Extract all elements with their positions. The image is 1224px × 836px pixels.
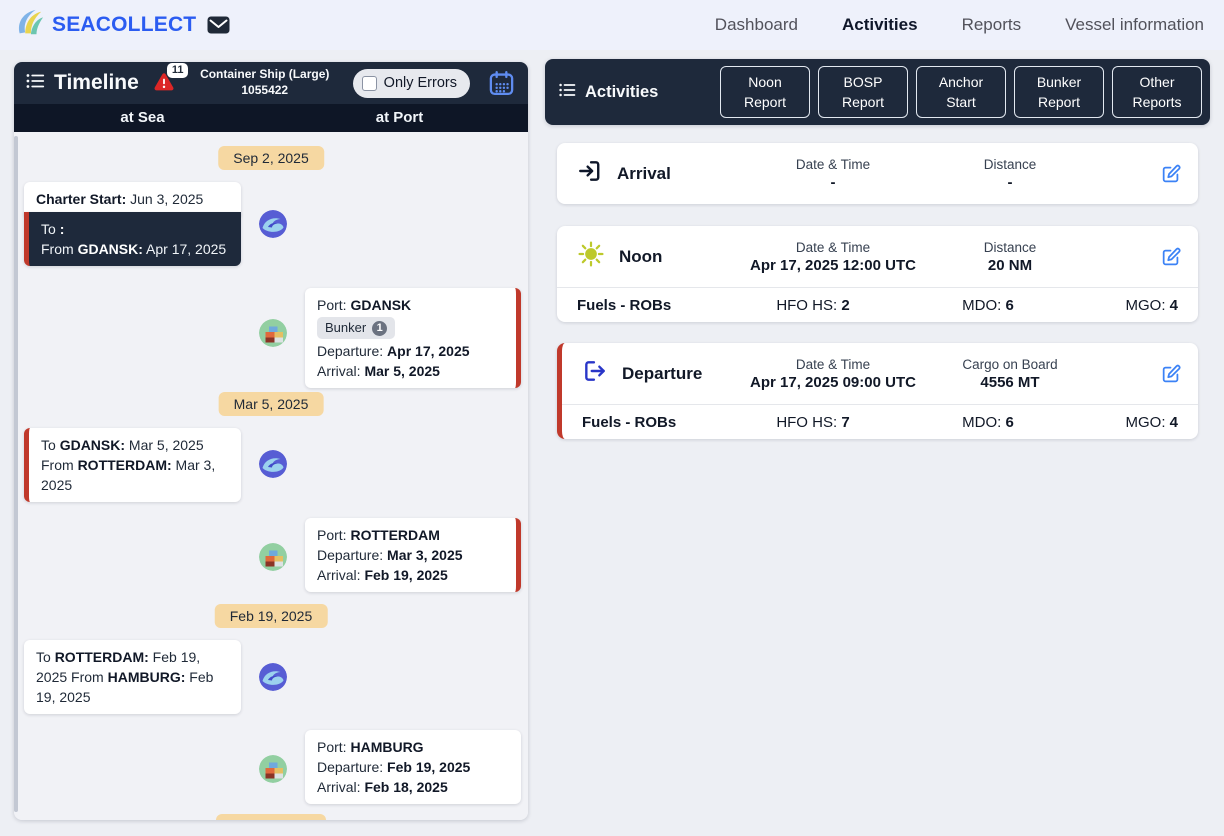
timeline-body[interactable]: Sep 2, 2025 Charter Start: Jun 3, 2025 T… <box>14 132 528 820</box>
departure-logout-icon <box>582 358 608 389</box>
error-count-badge: 11 <box>166 63 189 78</box>
fuel-hfo: HFO HS: 7 <box>776 413 850 431</box>
port-icon <box>259 319 287 347</box>
nav-dashboard[interactable]: Dashboard <box>714 15 798 34</box>
timeline-column-headers: at Sea at Port <box>14 104 528 132</box>
nav-activities[interactable]: Activities <box>841 15 918 34</box>
field-label: Distance <box>983 156 1037 172</box>
vessel-type: Container Ship (Large) <box>200 67 330 82</box>
activities-header: Activities Noon Report BOSP Report Anchor S… <box>545 59 1210 125</box>
sea-wave-icon <box>259 663 287 691</box>
edit-button[interactable] <box>1160 246 1182 268</box>
timeline-title: Timeline <box>54 71 139 94</box>
field-label: Date & Time <box>795 156 871 172</box>
column-at-port: at Port <box>375 109 424 126</box>
only-errors-checkbox[interactable] <box>361 75 377 91</box>
port-call-card[interactable]: Port: GDANSK Bunker 1 Departure: Apr 17,… <box>305 288 521 388</box>
departure-card: Departure Date & Time Apr 17, 2025 09:00… <box>557 343 1198 439</box>
only-errors-toggle[interactable]: Only Errors <box>352 68 470 98</box>
error-indicator[interactable]: 11 <box>153 63 189 95</box>
field-label: Cargo on Board <box>962 356 1058 372</box>
edit-pencil-icon <box>1162 247 1181 265</box>
fuel-mgo: MGO: 4 <box>1125 296 1178 314</box>
fuel-mgo: MGO: 4 <box>1125 413 1178 431</box>
fuels-row: Fuels - ROBs HFO HS: 2 MDO: 6 MGO: 4 <box>557 287 1198 322</box>
edit-button[interactable] <box>1160 163 1182 185</box>
list-icon <box>557 80 577 105</box>
sea-wave-icon <box>259 210 287 238</box>
arrival-card: Arrival Date & Time - Distance - <box>557 143 1198 204</box>
sea-leg-card[interactable]: To GDANSK: Mar 5, 2025 From ROTTERDAM: M… <box>24 428 241 502</box>
field-value: - <box>1007 173 1013 191</box>
edit-pencil-icon <box>1162 164 1181 182</box>
brand-name: SEACOLLECT <box>52 13 197 36</box>
sea-leg-card[interactable]: To : From GDANSK: Apr 17, 2025 <box>24 212 241 266</box>
fuels-label: Fuels - ROBs <box>582 413 677 431</box>
mail-icon[interactable] <box>206 14 231 36</box>
column-at-sea: at Sea <box>120 109 165 126</box>
field-value: Apr 17, 2025 09:00 UTC <box>750 373 916 391</box>
field-value: Apr 17, 2025 12:00 UTC <box>750 256 916 274</box>
port-call-card[interactable]: Port: HAMBURG Departure: Feb 19, 2025 Ar… <box>305 730 521 804</box>
timeline-header: Timeline 11 Container Ship (Large) 10554… <box>14 62 528 104</box>
date-chip: Sep 2, 2025 <box>218 146 324 170</box>
bunker-badge[interactable]: Bunker 1 <box>317 317 396 339</box>
activity-name: Noon <box>619 246 663 266</box>
sea-leg-card[interactable]: To ROTTERDAM: Feb 19, 2025 From HAMBURG:… <box>24 640 241 714</box>
report-buttons: Noon Report BOSP Report Anchor Start Bunker… <box>720 66 1202 118</box>
brand[interactable]: SEACOLLECT <box>14 8 196 43</box>
fuel-mdo: MDO: 6 <box>962 413 1014 431</box>
seacollect-logo-icon <box>14 8 44 43</box>
field-value: 20 NM <box>987 256 1033 274</box>
bosp-report-button[interactable]: BOSP Report <box>818 66 908 118</box>
sea-wave-icon <box>259 450 287 478</box>
field-label: Distance <box>983 239 1037 255</box>
sun-icon <box>577 240 605 273</box>
nav-reports[interactable]: Reports <box>961 15 1022 34</box>
list-icon <box>24 70 46 97</box>
port-icon <box>259 543 287 571</box>
activities-title: Activities <box>557 80 658 105</box>
field-value: 4556 MT <box>980 373 1040 391</box>
anchor-start-button[interactable]: Anchor Start <box>916 66 1006 118</box>
calendar-button[interactable] <box>484 68 518 98</box>
timeline-scrollbar[interactable] <box>14 136 18 812</box>
bunker-report-button[interactable]: Bunker Report <box>1014 66 1104 118</box>
arrival-login-icon <box>577 158 603 189</box>
fuel-hfo: HFO HS: 2 <box>776 296 850 314</box>
port-icon <box>259 755 287 783</box>
nav-vessel-information[interactable]: Vessel information <box>1065 15 1204 34</box>
main-nav: Dashboard Activities Reports Vessel info… <box>715 15 1204 35</box>
only-errors-label: Only Errors <box>383 75 457 91</box>
activity-name: Departure <box>622 363 703 383</box>
activity-name: Arrival <box>617 163 671 183</box>
charter-start-card[interactable]: Charter Start: Jun 3, 2025 <box>24 182 241 216</box>
noon-report-button[interactable]: Noon Report <box>720 66 810 118</box>
vessel-info: Container Ship (Large) 1055422 <box>185 67 345 98</box>
calendar-icon <box>489 70 513 95</box>
date-chip-partial <box>216 814 326 820</box>
noon-card: Noon Date & Time Apr 17, 2025 12:00 UTC … <box>557 226 1198 322</box>
other-reports-button[interactable]: Other Reports <box>1112 66 1202 118</box>
fuels-label: Fuels - ROBs <box>577 296 672 314</box>
fuels-row: Fuels - ROBs HFO HS: 7 MDO: 6 MGO: 4 <box>562 404 1198 439</box>
timeline-panel: Timeline 11 Container Ship (Large) 10554… <box>14 62 528 820</box>
edit-pencil-icon <box>1162 364 1181 382</box>
vessel-id: 1055422 <box>241 83 289 97</box>
field-label: Date & Time <box>795 239 871 255</box>
fuel-mdo: MDO: 6 <box>962 296 1014 314</box>
warning-icon <box>154 73 174 91</box>
field-label: Date & Time <box>795 356 871 372</box>
field-value: - <box>830 173 836 191</box>
edit-button[interactable] <box>1160 363 1182 385</box>
port-call-card[interactable]: Port: ROTTERDAM Departure: Mar 3, 2025 A… <box>305 518 521 592</box>
top-bar: SEACOLLECT Dashboard Activities Reports … <box>0 0 1224 50</box>
date-chip: Mar 5, 2025 <box>218 392 324 416</box>
bunker-count: 1 <box>372 320 388 336</box>
date-chip: Feb 19, 2025 <box>214 604 328 628</box>
